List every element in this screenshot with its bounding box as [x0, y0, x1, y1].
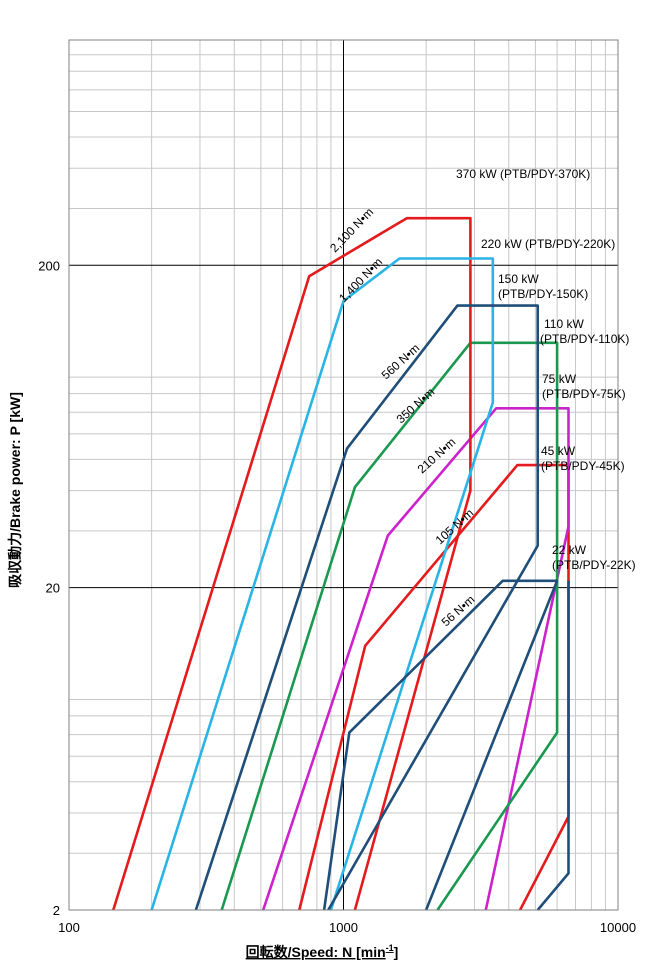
y-tick-label: 2: [53, 903, 60, 918]
annotation-75kw: 75 kW (PTB/PDY-75K): [542, 372, 626, 401]
series-lines: [112, 216, 570, 911]
annotation-150kw: 150 kW (PTB/PDY-150K): [498, 272, 588, 301]
y-tick-label: 20: [46, 581, 60, 596]
torque-label-2100: 2,100 N•m: [327, 205, 376, 255]
y-tick-label: 200: [38, 258, 60, 273]
x-tick-label: 1000: [329, 920, 358, 935]
annotation-22kw: 22 kW (PTB/PDY-22K): [552, 543, 636, 572]
x-tick-label: 10000: [600, 920, 636, 935]
series-line-3: [220, 341, 559, 911]
series-line-4: [112, 216, 472, 911]
x-axis-title: 回転数/Speed: N [min-1]: [246, 943, 399, 960]
y-axis-title: 吸収動力/Brake power: P [kW]: [7, 392, 23, 588]
torque-label-210: 210 N•m: [415, 435, 459, 476]
plot-frame: [68, 39, 619, 911]
series-line-6: [322, 579, 559, 911]
series-line-1: [298, 463, 570, 911]
annotation-370kw: 370 kW (PTB/PDY-370K): [456, 167, 590, 181]
series-line-5: [150, 257, 495, 911]
series-line-2: [261, 406, 570, 911]
annotation-45kw: 45 kW (PTB/PDY-45K): [541, 444, 625, 473]
y-tick-labels: 2 20 200: [38, 258, 60, 918]
x-tick-labels: 100 1000 10000: [58, 920, 636, 935]
annotation-220kw: 220 kW (PTB/PDY-220K): [481, 237, 615, 251]
series-line-7: [536, 580, 570, 911]
torque-label-350: 350 N•m: [394, 385, 438, 426]
x-tick-label: 100: [58, 920, 80, 935]
series-line-8: [194, 304, 540, 911]
annotation-110kw: 110 kW (PTB/PDY-110K): [540, 317, 629, 346]
